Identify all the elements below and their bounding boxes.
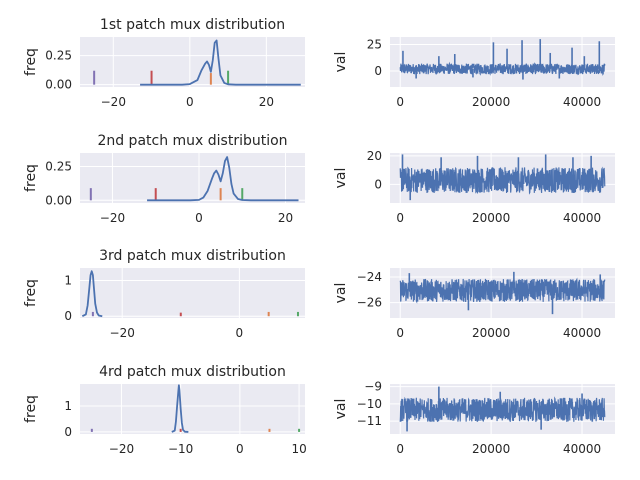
x-tick-label: 0 bbox=[396, 326, 404, 340]
plot-marks bbox=[89, 156, 299, 202]
x-tick-label: 20 bbox=[259, 95, 274, 109]
y-tick-label: 0 bbox=[374, 177, 382, 191]
density-line bbox=[147, 156, 299, 202]
x-tick-label: 0 bbox=[195, 211, 203, 225]
y-tick-label: 1 bbox=[64, 399, 72, 413]
y-tick-label: 0.00 bbox=[45, 78, 72, 92]
panel-7: −20 −10 0 10 0 1 freq 4rd patch mux distributio… bbox=[23, 364, 307, 456]
y-tick-label: 0.25 bbox=[45, 49, 72, 63]
plot-marks bbox=[81, 270, 299, 318]
subplot-title: 1st patch mux distribution bbox=[100, 17, 285, 33]
y-axis-label: freq bbox=[23, 48, 39, 76]
y-tick-label: −10 bbox=[357, 397, 382, 411]
y-tick-label: 20 bbox=[367, 149, 382, 163]
x-tick-label: 20000 bbox=[472, 95, 510, 109]
trace-line bbox=[399, 396, 606, 423]
x-tick-label: 20 bbox=[278, 211, 293, 225]
y-axis-label: val bbox=[333, 283, 349, 304]
x-tick-label: 40000 bbox=[563, 442, 601, 456]
y-tick-label: 25 bbox=[367, 37, 382, 51]
plot-marks bbox=[399, 39, 606, 80]
panel-8: 0 20000 40000 −9 −10 −11 val bbox=[333, 380, 615, 456]
x-tick-label: 20000 bbox=[472, 211, 510, 225]
plot-marks bbox=[399, 271, 606, 315]
x-tick-label: −20 bbox=[100, 211, 125, 225]
plot-area bbox=[80, 268, 305, 318]
plot-area bbox=[80, 384, 305, 434]
subplot-title: 4rd patch mux distribution bbox=[99, 364, 286, 380]
y-axis-label: val bbox=[333, 168, 349, 189]
trace-line bbox=[399, 277, 606, 304]
plot-marks bbox=[399, 386, 606, 432]
density-line bbox=[81, 270, 103, 318]
y-axis-label: val bbox=[333, 399, 349, 420]
plot-area bbox=[80, 153, 305, 203]
density-line bbox=[140, 39, 301, 86]
subplot-title: 2nd patch mux distribution bbox=[97, 133, 287, 149]
plot-area bbox=[390, 37, 615, 87]
panel-6: 0 20000 40000 −24 −26 val bbox=[333, 268, 615, 340]
y-tick-label: 0 bbox=[64, 309, 72, 323]
y-tick-label: −24 bbox=[357, 270, 382, 284]
x-tick-label: 0 bbox=[236, 442, 244, 456]
y-axis-label: freq bbox=[23, 395, 39, 423]
panel-5: −20 0 0 1 freq 3rd patch mux distribution bbox=[23, 248, 305, 340]
x-tick-label: 20000 bbox=[472, 326, 510, 340]
y-axis-label: val bbox=[333, 52, 349, 73]
x-tick-label: −10 bbox=[168, 442, 193, 456]
plot-marks bbox=[90, 384, 301, 433]
density-line bbox=[171, 384, 189, 433]
y-tick-label: −26 bbox=[357, 296, 382, 310]
plot-marks bbox=[399, 154, 606, 201]
y-axis-label: freq bbox=[23, 164, 39, 192]
x-tick-label: 10 bbox=[291, 442, 306, 456]
y-tick-label: 0 bbox=[374, 64, 382, 78]
x-tick-label: 20000 bbox=[472, 442, 510, 456]
x-tick-label: 0 bbox=[396, 211, 404, 225]
panel-1: −20 0 20 0.00 0.25 freq 1st patch mux distribu… bbox=[23, 17, 305, 109]
y-tick-label: 0 bbox=[64, 425, 72, 439]
y-tick-label: 1 bbox=[64, 274, 72, 288]
x-tick-label: 0 bbox=[396, 442, 404, 456]
y-tick-label: −9 bbox=[364, 380, 382, 394]
panel-4: 0 20000 40000 0 20 val bbox=[333, 149, 615, 225]
panel-3: −20 0 20 0.00 0.25 freq 2nd patch mux distribu… bbox=[23, 133, 305, 225]
x-tick-label: 0 bbox=[396, 95, 404, 109]
x-tick-label: 40000 bbox=[563, 326, 601, 340]
subplot-title: 3rd patch mux distribution bbox=[99, 248, 286, 264]
x-tick-label: 40000 bbox=[563, 95, 601, 109]
panel-2: 0 20000 40000 0 25 val bbox=[333, 37, 615, 109]
plot-area bbox=[80, 37, 305, 87]
trace-line bbox=[399, 61, 606, 76]
x-tick-label: −20 bbox=[109, 442, 134, 456]
trace-line bbox=[399, 166, 606, 195]
x-tick-label: 0 bbox=[236, 326, 244, 340]
x-tick-label: −20 bbox=[110, 326, 135, 340]
x-tick-label: 0 bbox=[186, 95, 194, 109]
x-tick-label: −20 bbox=[101, 95, 126, 109]
y-axis-label: freq bbox=[23, 279, 39, 307]
y-tick-label: 0.25 bbox=[45, 160, 72, 174]
x-tick-label: 40000 bbox=[563, 211, 601, 225]
y-tick-label: −11 bbox=[357, 414, 382, 428]
plot-marks bbox=[93, 39, 301, 86]
y-tick-label: 0.00 bbox=[45, 193, 72, 207]
